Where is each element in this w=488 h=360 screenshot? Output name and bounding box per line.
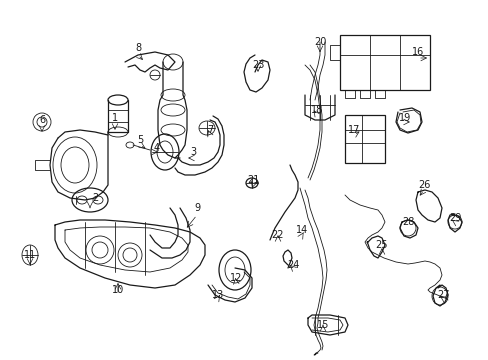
Bar (339, 35, 429, 90)
Text: 25: 25 (375, 240, 387, 250)
Text: 12: 12 (229, 273, 242, 283)
Text: 7: 7 (206, 125, 213, 135)
Text: 14: 14 (295, 225, 307, 235)
Text: 29: 29 (448, 213, 460, 223)
Bar (345, 115, 384, 163)
Text: 9: 9 (194, 203, 200, 213)
Text: 24: 24 (286, 260, 299, 270)
Text: 20: 20 (313, 37, 325, 47)
Text: 10: 10 (112, 285, 124, 295)
Text: 2: 2 (92, 193, 98, 203)
Text: 26: 26 (417, 180, 429, 190)
Text: 23: 23 (251, 60, 264, 70)
Text: 21: 21 (246, 175, 259, 185)
Text: 27: 27 (436, 290, 448, 300)
Text: 28: 28 (401, 217, 413, 227)
Text: 4: 4 (154, 143, 160, 153)
Text: 5: 5 (137, 135, 143, 145)
Text: 16: 16 (411, 47, 423, 57)
Text: 6: 6 (39, 115, 45, 125)
Text: 22: 22 (271, 230, 284, 240)
Text: 15: 15 (316, 320, 328, 330)
Text: 13: 13 (211, 290, 224, 300)
Text: 8: 8 (135, 43, 141, 53)
Text: 1: 1 (112, 113, 118, 123)
Text: 18: 18 (310, 105, 323, 115)
Text: 11: 11 (24, 250, 36, 260)
Text: 17: 17 (347, 125, 360, 135)
Text: 3: 3 (189, 147, 196, 157)
Text: 19: 19 (398, 113, 410, 123)
